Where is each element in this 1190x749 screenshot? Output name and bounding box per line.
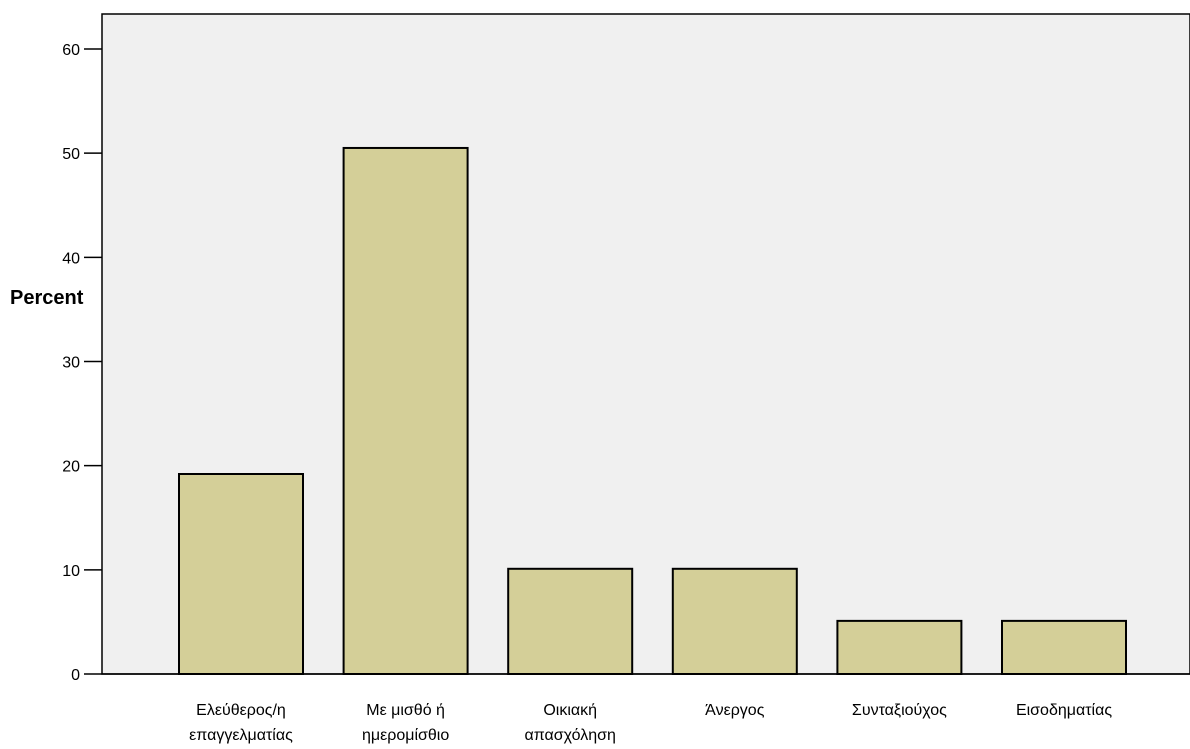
bar [836,619,963,675]
y-tick-label: 60 [62,42,80,59]
x-category-label: Οικιακή [543,702,597,719]
bar [178,473,304,675]
x-category-label: Συνταξιούχος [852,702,947,719]
y-tick-label: 30 [62,355,80,372]
x-category-label: ημερομίσθιο [362,727,449,744]
y-axis: 0 10 20 30 40 50 60 [62,42,102,684]
x-category-label: απασχόληση [524,727,615,744]
x-axis-labels: Ελεύθερος/η επαγγελματίας Με μισθό ή ημερομ… [189,702,1112,744]
y-tick-label: 50 [62,146,80,163]
bar [1001,619,1127,675]
y-tick-label: 10 [62,563,80,580]
x-category-label: Άνεργος [705,702,765,719]
bar [507,567,634,676]
y-tick-label: 0 [71,667,80,684]
bar [342,146,469,676]
x-category-label: Με μισθό ή [366,702,445,719]
y-tick-label: 20 [62,459,80,476]
x-category-label: Ελεύθερος/η [196,702,286,719]
y-axis-title: Percent [10,287,84,309]
y-tick-label: 40 [62,250,80,267]
x-category-label: Εισοδηματίας [1016,702,1112,719]
bars [178,146,1127,676]
bar [671,567,798,676]
x-category-label: επαγγελματίας [189,727,293,744]
